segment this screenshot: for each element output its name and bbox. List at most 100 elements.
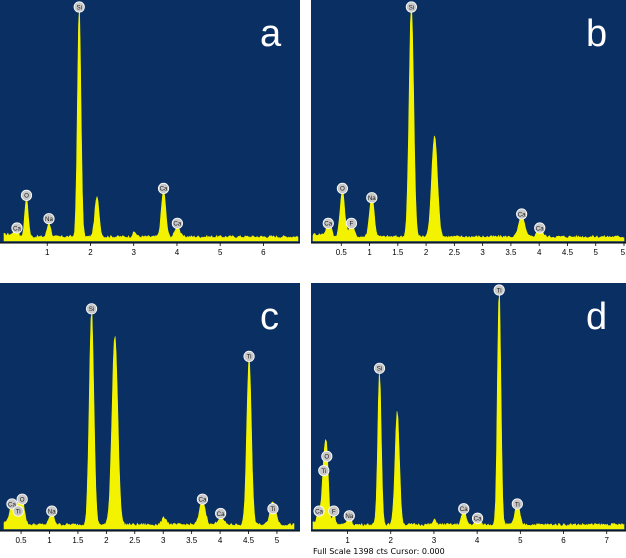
peak-marker-ca: Ca	[157, 182, 170, 194]
svg-text:O: O	[24, 193, 29, 200]
x-tick-label: 1.5	[72, 536, 84, 545]
x-tick-label: 5	[218, 248, 223, 257]
peak-marker-ca: Ca	[516, 208, 528, 220]
peak-marker-ca: Ca	[534, 222, 546, 234]
peak-marker-si: Si	[85, 303, 98, 315]
peak-marker-f: F	[345, 217, 358, 229]
spectrum-trace	[3, 6, 299, 242]
peak-marker-na: Na	[343, 510, 355, 522]
svg-text:Ti: Ti	[515, 501, 520, 508]
x-tick-label: 3	[161, 536, 166, 545]
x-tick-label: 4.5	[243, 536, 255, 545]
x-tick-label: 4	[475, 536, 480, 545]
x-tick-label: 4.5	[562, 248, 574, 257]
x-tick-label: 2	[104, 536, 109, 545]
svg-text:Ti: Ti	[270, 506, 275, 513]
svg-text:Ca: Ca	[217, 511, 225, 518]
svg-text:O: O	[20, 497, 25, 504]
peak-marker-f: F	[328, 505, 340, 517]
x-tick-label: 2.5	[129, 536, 141, 545]
svg-text:Si: Si	[377, 366, 383, 373]
peak-marker-na: Na	[366, 192, 378, 204]
svg-text:Ca: Ca	[173, 221, 181, 228]
peak-marker-ca: Ca	[171, 217, 183, 229]
x-tick-label: 1.5	[392, 248, 404, 257]
peak-marker-ti: Ti	[493, 284, 505, 296]
spectrum-panel-d: Ca O Ti F Na Si Ca Ca Ti Ti d 1 2 3 4 5 6 7	[311, 283, 626, 558]
svg-text:Ca: Ca	[518, 211, 526, 218]
svg-text:Na: Na	[45, 216, 53, 223]
peak-marker-si: Si	[373, 362, 386, 374]
peak-marker-na: Na	[43, 213, 55, 225]
x-tick-label: 5.	[621, 248, 626, 257]
x-tick-label: 4	[175, 248, 180, 257]
x-tick-label: 0.5	[15, 536, 27, 545]
x-tick-label: 3.5	[186, 536, 198, 545]
svg-text:Ca: Ca	[315, 508, 323, 515]
x-tick-label: 3	[432, 536, 437, 545]
x-tick-label: 4	[218, 536, 223, 545]
svg-text:Ca: Ca	[160, 186, 168, 193]
svg-text:Ca: Ca	[8, 501, 16, 508]
plot-background	[311, 283, 626, 531]
spectrum-panel-c: Ca O Ti Na Si Ca Ca Ti Ti c 0.5 1 1.5 2 2.5 3 3.5 4 4.5 5	[0, 283, 300, 558]
x-tick-label: 1	[45, 248, 50, 257]
svg-text:Ti: Ti	[247, 354, 252, 361]
x-tick-label: 1	[367, 248, 372, 257]
peak-marker-o: O	[336, 182, 349, 194]
svg-text:Ca: Ca	[198, 497, 206, 504]
peak-marker-o: O	[16, 493, 28, 505]
x-tick-label: 6	[261, 248, 266, 257]
svg-text:O: O	[324, 454, 329, 461]
x-tick-label: 4	[537, 248, 542, 257]
peak-marker-ca: Ca	[471, 512, 484, 524]
spectrum-trace	[312, 293, 625, 530]
x-tick-label: 3	[131, 248, 136, 257]
peak-marker-na: Na	[46, 505, 58, 517]
svg-text:Na: Na	[48, 508, 56, 515]
svg-text:Ca: Ca	[13, 225, 21, 232]
svg-text:Ti: Ti	[321, 468, 326, 475]
plot-background	[0, 283, 300, 531]
svg-text:Si: Si	[409, 4, 415, 11]
plot-background	[0, 0, 300, 243]
svg-text:Na: Na	[345, 513, 353, 520]
x-tick-label: 2	[389, 536, 394, 545]
svg-text:F: F	[350, 221, 354, 228]
x-tick-label: 5	[594, 248, 599, 257]
panel-letter: c	[260, 296, 279, 338]
footer-status: Full Scale 1398 cts Cursor: 0.000	[313, 547, 445, 556]
peak-marker-ca: Ca	[196, 493, 209, 505]
svg-text:O: O	[340, 186, 345, 193]
spectrum-chart-d: Ca O Ti F Na Si Ca Ca Ti Ti d 1 2 3 4 5 6 7	[311, 283, 626, 545]
spectrum-chart-a: Ca O Na Si Ca Ca a 1 2 3 4 5 6	[0, 0, 300, 257]
panel-letter: b	[586, 13, 607, 55]
svg-text:Ca: Ca	[474, 516, 482, 523]
peak-marker-ca: Ca	[215, 507, 227, 520]
x-tick-label: 1	[345, 536, 350, 545]
peak-marker-ca: Ca	[11, 222, 23, 234]
spectrum-panel-b: Ca O F Na Si Ca Ca b 0.5 1 1.5 2 2.5 3 3.5 4 4.5 5 5.	[311, 0, 626, 270]
peak-marker-ca: Ca	[313, 505, 325, 517]
peak-marker-ca: Ca	[322, 217, 334, 229]
x-tick-label: 0.5	[336, 248, 348, 257]
peak-marker-o: O	[20, 189, 33, 201]
peak-marker-ti: Ti	[12, 505, 24, 517]
peak-marker-ca: Ca	[6, 498, 18, 510]
peak-marker-si: Si	[73, 1, 85, 13]
panel-letter: a	[260, 13, 282, 55]
svg-text:Ca: Ca	[536, 225, 544, 232]
svg-text:F: F	[332, 508, 336, 515]
spectrum-trace	[312, 3, 625, 242]
x-tick-label: 2	[88, 248, 93, 257]
plot-background	[311, 0, 626, 243]
spectrum-panel-a: Ca O Na Si Ca Ca a 1 2 3 4 5 6	[0, 0, 300, 270]
peak-marker-ti: Ti	[267, 503, 279, 515]
peak-marker-si: Si	[405, 1, 417, 13]
peak-marker-ca: Ca	[458, 503, 470, 515]
x-tick-label: 1	[47, 536, 52, 545]
svg-text:Ca: Ca	[460, 506, 468, 513]
panel-letter: d	[586, 296, 607, 338]
svg-text:Si: Si	[89, 306, 95, 313]
